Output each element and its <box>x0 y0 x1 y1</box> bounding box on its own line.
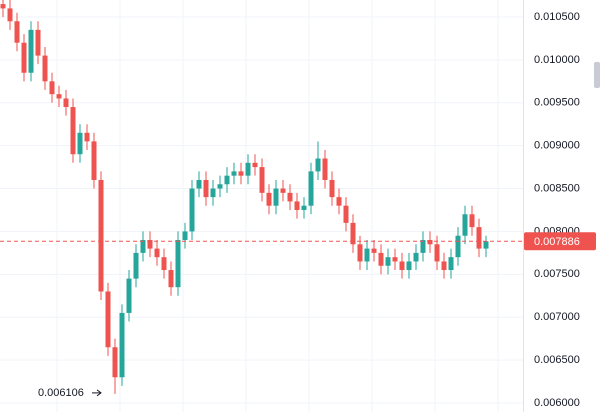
candle-body <box>441 261 447 271</box>
candle-body <box>294 201 300 210</box>
candle-body <box>0 4 6 9</box>
candle-body <box>273 188 279 206</box>
candle-body <box>7 8 13 22</box>
candle-body <box>21 42 27 73</box>
candle-body <box>301 205 307 210</box>
y-tick-label: 0.007500 <box>534 268 580 280</box>
candle-body <box>217 184 223 189</box>
candle-body <box>469 214 475 228</box>
candle-body <box>266 192 272 206</box>
y-tick-label: 0.008500 <box>534 182 580 194</box>
candle-body <box>91 141 97 180</box>
candle-body <box>119 312 125 378</box>
candle-body <box>56 94 62 99</box>
candle-body <box>112 347 118 378</box>
y-tick-label: 0.007000 <box>534 311 580 323</box>
candle-body <box>105 291 111 348</box>
candle-body <box>238 171 244 176</box>
candle-body <box>455 235 461 258</box>
candle-body <box>462 214 468 236</box>
candle-body <box>196 179 202 189</box>
candle-body <box>427 240 433 245</box>
candle-body <box>364 248 370 262</box>
current-price-box <box>524 232 596 251</box>
candle-body <box>70 107 76 155</box>
scroll-handle[interactable] <box>594 62 600 88</box>
y-tick-label: 0.010500 <box>534 11 580 23</box>
candle-body <box>308 171 314 206</box>
candle-body <box>49 81 55 95</box>
y-tick-label: 0.009500 <box>534 97 580 109</box>
candle-body <box>77 132 83 155</box>
candle-body <box>413 252 419 262</box>
candle-body <box>42 55 48 82</box>
low-marker-arrowhead <box>96 389 102 397</box>
candle-body <box>35 29 41 56</box>
candle-body <box>126 278 132 313</box>
candle-body <box>98 179 104 292</box>
candle-body <box>280 188 286 193</box>
candle-body <box>476 227 482 249</box>
candle-body <box>385 257 391 266</box>
candle-body <box>399 261 405 271</box>
y-tick-label: 0.010000 <box>534 54 580 66</box>
candle-body <box>168 270 174 288</box>
candle-body <box>350 222 356 245</box>
candle-body <box>287 192 293 202</box>
candle-body <box>336 197 342 206</box>
candle-body <box>140 240 146 253</box>
candle-body <box>406 261 412 271</box>
candle-body <box>322 158 328 180</box>
candle-body <box>210 188 216 198</box>
candle-body <box>147 240 153 249</box>
current-price-label: 0.007886 <box>534 236 580 248</box>
candle-body <box>315 158 321 172</box>
candle-body <box>224 175 230 185</box>
candle-body <box>182 231 188 241</box>
candle-body <box>392 257 398 262</box>
y-tick-label: 0.006500 <box>534 354 580 366</box>
candle-body <box>483 241 489 249</box>
candle-body <box>357 244 363 262</box>
candle-body <box>329 179 335 198</box>
candle-body <box>371 248 377 253</box>
candle-body <box>28 29 34 73</box>
y-tick-label: 0.009000 <box>534 140 580 152</box>
candle-body <box>63 98 69 108</box>
candle-body <box>420 240 426 253</box>
candle-body <box>154 248 160 258</box>
candle-body <box>252 162 258 168</box>
candle-body <box>84 132 90 142</box>
candle-body <box>231 171 237 176</box>
low-marker-label: 0.006106 <box>38 387 84 399</box>
candle-body <box>14 21 20 43</box>
candle-body <box>203 179 209 198</box>
candle-body <box>133 252 139 279</box>
candle-body <box>175 240 181 288</box>
candle-body <box>189 188 195 232</box>
candle-body <box>448 257 454 271</box>
candle-body <box>259 167 265 193</box>
candle-body <box>343 205 349 223</box>
candle-body <box>161 257 167 271</box>
y-tick-label: 0.006000 <box>534 397 580 409</box>
candle-body <box>245 162 251 176</box>
candle-body <box>378 252 384 266</box>
candle-body <box>434 244 440 262</box>
